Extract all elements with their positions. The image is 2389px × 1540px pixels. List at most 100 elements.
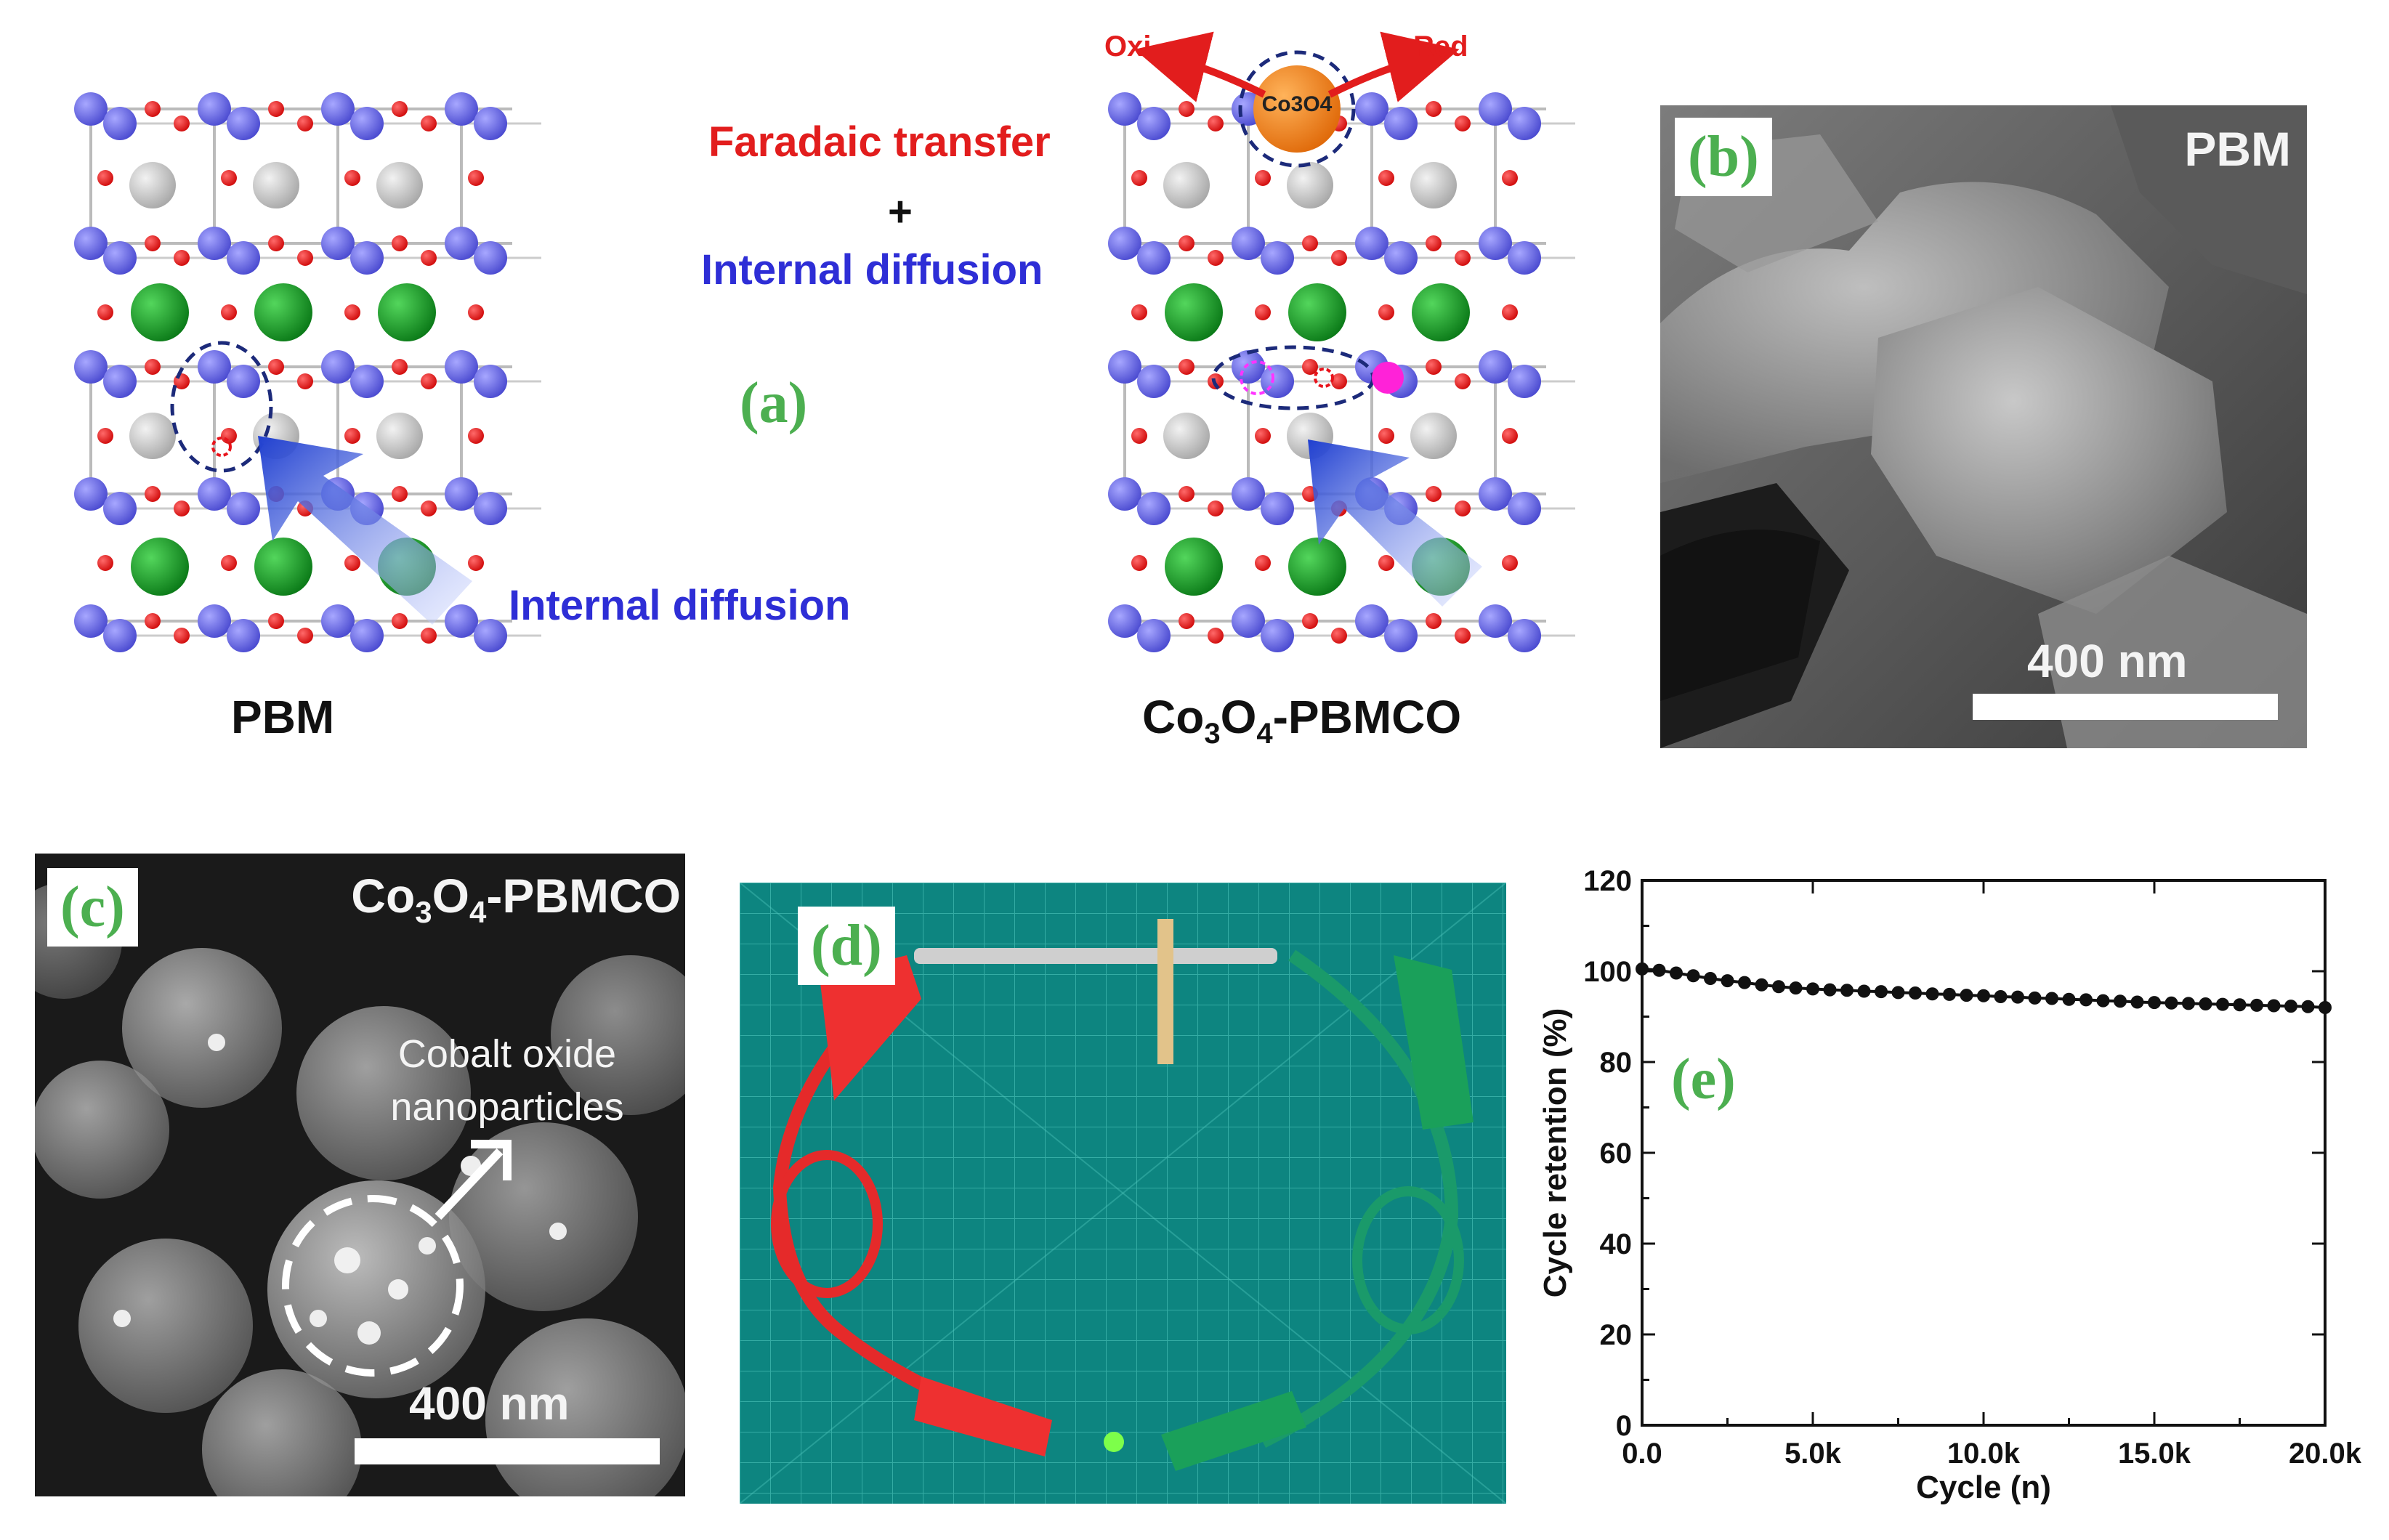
data-point [1960, 989, 1973, 1002]
data-point [1891, 986, 1905, 1000]
oxygen-atom-icon [1331, 373, 1347, 389]
data-point [1789, 981, 1803, 995]
supercapacitor-device [1157, 919, 1173, 1064]
y-axis-label: Cycle retention (%) [1537, 1008, 1573, 1298]
oxygen-atom-icon [221, 428, 237, 444]
data-point [2216, 997, 2229, 1011]
oxygen-atom-icon [1208, 500, 1224, 516]
data-point [2319, 1001, 2332, 1014]
oxygen-atom-icon [1179, 101, 1194, 117]
data-point [2045, 992, 2058, 1005]
data-point [2096, 994, 2110, 1008]
oxygen-atom-icon [392, 486, 408, 502]
oxygen-atom-icon [468, 428, 484, 444]
oxygen-atom-icon [1255, 428, 1271, 444]
b-site-atom-icon [1261, 365, 1294, 398]
diffusion-arrow-left-icon [258, 436, 472, 625]
panel-b-scalebar [1973, 694, 2278, 720]
b-site-atom-icon [1384, 241, 1418, 275]
panel-c-title: Co3O4-PBMCO [351, 869, 681, 930]
b-site-atom-icon [1384, 107, 1418, 140]
b-site-atom-icon [445, 227, 478, 260]
data-point [2250, 998, 2263, 1012]
oxygen-atom-icon [145, 101, 161, 117]
oxygen-atom-icon [1378, 170, 1394, 186]
y-tick-label: 100 [1583, 956, 1632, 988]
data-point [2199, 997, 2212, 1010]
b-site-atom-icon [350, 241, 384, 275]
co3o4-cluster-icon [1253, 65, 1341, 153]
panel-a-label: (a) [740, 371, 808, 435]
b-site-atom-icon [445, 350, 478, 384]
a-site-atom-icon [1410, 162, 1457, 208]
b-site-atom-icon [227, 619, 260, 652]
led-icon [1104, 1432, 1124, 1452]
y-tick-label: 40 [1600, 1228, 1633, 1260]
plus-text: + [888, 188, 913, 235]
oxygen-atom-icon [1302, 613, 1318, 629]
data-point [2233, 998, 2247, 1012]
red-clip-icon [820, 955, 921, 1101]
data-point [2164, 996, 2178, 1010]
b-site-atom-icon [321, 227, 355, 260]
b-site-atom-icon [74, 604, 108, 638]
internal-diffusion-top-text: Internal diffusion [701, 246, 1043, 293]
oxygen-atom-icon [268, 613, 284, 629]
oxygen-atom-icon [1455, 500, 1471, 516]
data-point [2130, 995, 2144, 1009]
a-site-atom-icon [1163, 413, 1210, 459]
oxygen-atom-icon [344, 428, 360, 444]
b-site-atom-icon [1108, 227, 1141, 260]
data-point [2284, 1000, 2297, 1013]
oxygen-atom-icon [1331, 250, 1347, 266]
b-site-atom-icon [198, 227, 231, 260]
oxygen-atom-icon [1208, 115, 1224, 131]
oxygen-atom-icon [1502, 428, 1518, 444]
b-site-atom-icon [1508, 619, 1541, 652]
oxygen-atom-icon [297, 250, 313, 266]
oxygen-atom-icon [421, 250, 437, 266]
green-atom-icon [1165, 538, 1223, 596]
oxi-arrow-icon [1134, 31, 1266, 102]
co3o4-pbmco-lattice [1108, 92, 1575, 652]
data-point [2028, 991, 2042, 1005]
b-site-atom-icon [1232, 604, 1265, 638]
oxygen-atom-icon [1426, 359, 1442, 375]
oxygen-atom-icon [392, 613, 408, 629]
cluster-label: Co3O4 [1261, 92, 1333, 116]
a-site-atom-icon [129, 162, 176, 208]
oxygen-atom-icon [1255, 170, 1271, 186]
b-site-atom-icon [1355, 92, 1388, 126]
b-site-atom-icon [474, 619, 507, 652]
crystal-structure-diagram [74, 31, 1575, 652]
oxygen-atom-icon [268, 235, 284, 251]
data-point [2062, 992, 2076, 1006]
b-site-atom-icon [1137, 619, 1171, 652]
b-site-atom-icon [103, 365, 137, 398]
data-point [1925, 987, 1939, 1001]
green-atom-icon [378, 283, 436, 341]
panel-a: Co3O4 Oxi Red Faradaic transfer + Intern… [0, 0, 1620, 770]
data-point [2011, 990, 2024, 1004]
oxygen-atom-icon [145, 486, 161, 502]
oxygen-atom-icon [1426, 101, 1442, 117]
data-point [1721, 974, 1734, 988]
green-atom-icon [1412, 283, 1470, 341]
oxygen-atom-icon [1179, 235, 1194, 251]
a-site-atom-icon [1410, 413, 1457, 459]
oxygen-atom-icon [1502, 555, 1518, 571]
b-site-atom-icon [350, 107, 384, 140]
oxygen-atom-icon [97, 555, 113, 571]
data-point [1772, 980, 1785, 994]
data-point [1994, 990, 2008, 1003]
x-tick-label: 10.0k [1947, 1438, 2021, 1470]
panel-b-title: PBM [2184, 122, 2291, 176]
data-point [1977, 989, 1990, 1002]
data-point [1652, 963, 1666, 977]
b-site-atom-icon [474, 241, 507, 275]
x-tick-label: 5.0k [1784, 1438, 1842, 1470]
pbm-caption: PBM [231, 691, 335, 743]
panel-b-label: (b) [1675, 118, 1772, 196]
data-point [2301, 1000, 2315, 1013]
oxygen-atom-icon [1131, 304, 1147, 320]
